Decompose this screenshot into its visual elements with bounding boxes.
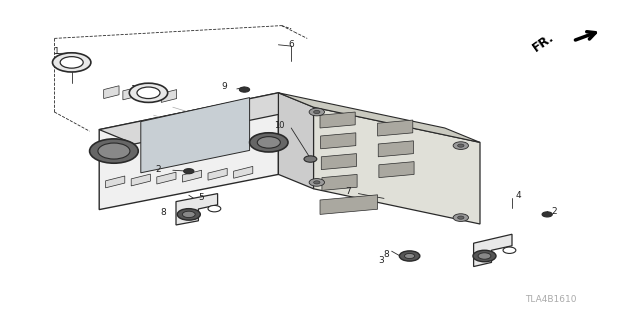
Text: FR.: FR. <box>531 30 557 54</box>
Circle shape <box>90 139 138 163</box>
Circle shape <box>257 137 280 148</box>
Polygon shape <box>321 133 356 149</box>
Text: 8: 8 <box>383 250 389 259</box>
Circle shape <box>239 87 250 92</box>
Circle shape <box>98 143 130 159</box>
Circle shape <box>52 53 91 72</box>
Circle shape <box>208 205 221 212</box>
Circle shape <box>478 253 491 259</box>
Text: 3: 3 <box>378 256 384 265</box>
Polygon shape <box>104 86 119 99</box>
Circle shape <box>503 247 516 253</box>
Text: 6: 6 <box>288 40 294 49</box>
Text: 10: 10 <box>275 121 285 130</box>
Polygon shape <box>99 93 278 210</box>
Text: 2: 2 <box>156 165 161 174</box>
Polygon shape <box>379 162 414 178</box>
Text: 1: 1 <box>131 85 137 94</box>
Circle shape <box>182 211 195 218</box>
Circle shape <box>250 133 288 152</box>
Text: 1: 1 <box>54 47 60 56</box>
Circle shape <box>309 179 324 186</box>
Polygon shape <box>234 166 253 178</box>
Polygon shape <box>322 174 357 190</box>
Circle shape <box>184 169 194 174</box>
Circle shape <box>304 156 317 162</box>
Circle shape <box>453 142 468 149</box>
Text: 5: 5 <box>198 193 204 202</box>
Polygon shape <box>99 93 314 144</box>
Polygon shape <box>142 88 157 101</box>
Polygon shape <box>182 170 202 182</box>
Circle shape <box>129 83 168 102</box>
Polygon shape <box>378 141 413 157</box>
Polygon shape <box>378 120 413 136</box>
Polygon shape <box>131 174 150 186</box>
Polygon shape <box>157 172 176 184</box>
Polygon shape <box>176 194 218 225</box>
Polygon shape <box>278 93 480 142</box>
Polygon shape <box>320 112 355 128</box>
Polygon shape <box>321 154 356 170</box>
Circle shape <box>137 87 160 99</box>
Polygon shape <box>208 168 227 180</box>
Polygon shape <box>141 98 250 173</box>
Circle shape <box>60 57 83 68</box>
Circle shape <box>404 253 415 259</box>
Polygon shape <box>314 107 480 224</box>
Polygon shape <box>320 195 378 214</box>
Text: 4: 4 <box>515 191 521 200</box>
Circle shape <box>399 251 420 261</box>
Text: 7: 7 <box>345 188 351 196</box>
Polygon shape <box>474 234 512 267</box>
Polygon shape <box>278 93 314 189</box>
Text: 8: 8 <box>161 208 166 217</box>
Circle shape <box>458 144 464 147</box>
Circle shape <box>314 181 320 184</box>
Text: 9: 9 <box>221 82 227 91</box>
Polygon shape <box>161 90 177 102</box>
Circle shape <box>473 250 496 262</box>
Text: TLA4B1610: TLA4B1610 <box>525 295 576 304</box>
Circle shape <box>177 209 200 220</box>
Circle shape <box>542 212 552 217</box>
Circle shape <box>314 110 320 114</box>
Text: 2: 2 <box>552 207 557 216</box>
Polygon shape <box>123 87 138 100</box>
Circle shape <box>453 214 468 221</box>
Polygon shape <box>106 176 125 188</box>
Circle shape <box>309 108 324 116</box>
Circle shape <box>458 216 464 219</box>
